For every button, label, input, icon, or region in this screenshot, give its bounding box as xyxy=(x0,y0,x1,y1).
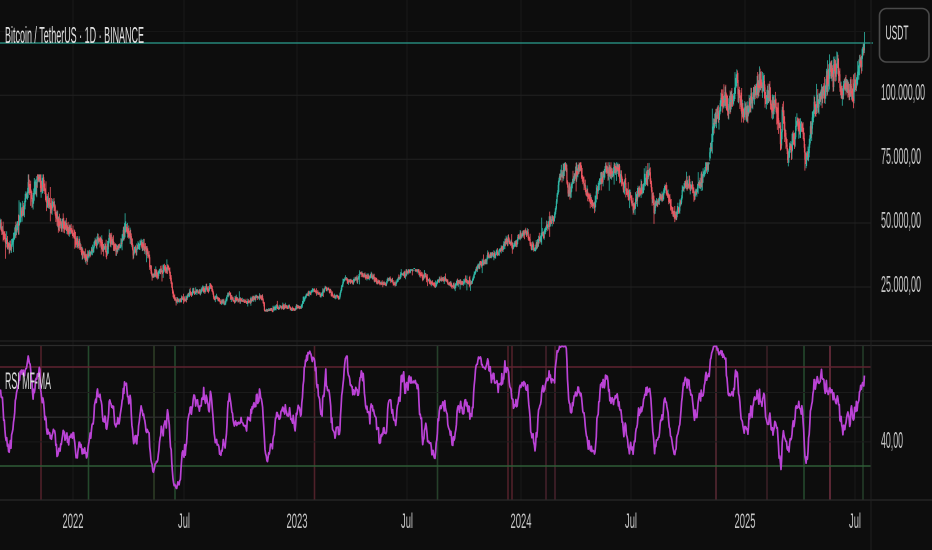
svg-text:25.000,00: 25.000,00 xyxy=(881,271,921,297)
svg-text:2023: 2023 xyxy=(287,510,308,533)
svg-text:Jul: Jul xyxy=(178,510,190,533)
svg-text:USDT: USDT xyxy=(886,23,909,45)
svg-text:75.000,00: 75.000,00 xyxy=(881,143,921,169)
svg-text:Jul: Jul xyxy=(625,510,637,533)
svg-text:RSI MF-MA: RSI MF-MA xyxy=(5,368,51,395)
svg-text:50.000,00: 50.000,00 xyxy=(881,207,921,233)
svg-text:2025: 2025 xyxy=(735,510,756,533)
svg-text:2022: 2022 xyxy=(63,510,84,533)
svg-text:2024: 2024 xyxy=(511,510,532,533)
svg-text:40,00: 40,00 xyxy=(881,427,903,453)
svg-text:Jul: Jul xyxy=(849,510,861,533)
svg-text:Bitcoin / TetherUS · 1D · BINA: Bitcoin / TetherUS · 1D · BINANCE xyxy=(5,22,144,48)
svg-text:100.000,00: 100.000,00 xyxy=(881,79,925,105)
svg-text:Jul: Jul xyxy=(401,510,413,533)
